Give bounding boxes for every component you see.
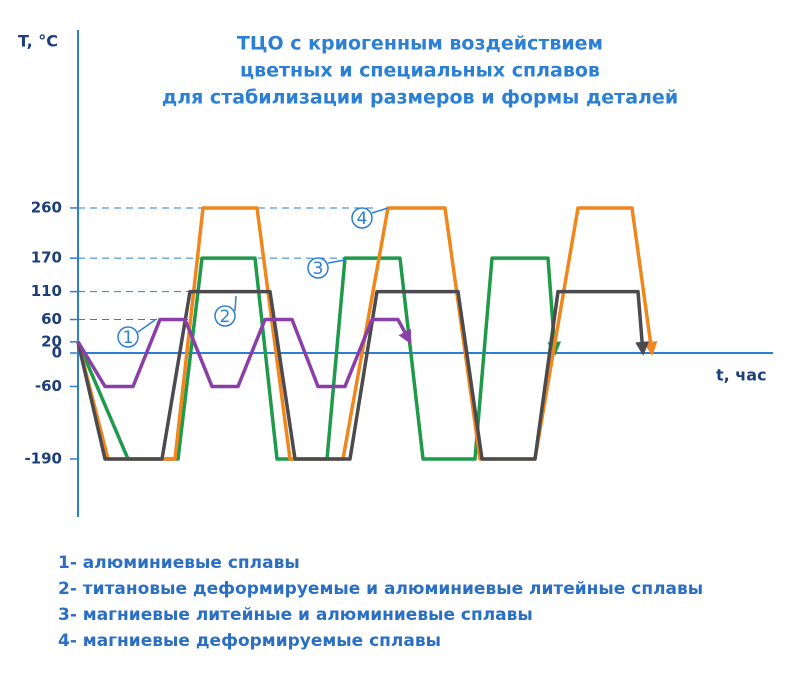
chart-title: ТЦО с криогенным воздействием цветных и с… [162, 33, 678, 109]
legend-entry: 4- магниевые деформируемые сплавы [58, 631, 441, 651]
legend-entry: 3- магниевые литейные и алюминиевые спла… [58, 605, 533, 625]
y-axis-label: T, °C [18, 32, 58, 51]
title-line: цветных и специальных сплавов [240, 60, 600, 82]
y-tick-label: 110 [31, 282, 62, 300]
y-tick-label: 260 [31, 198, 62, 216]
marker-label: 4 [357, 209, 368, 229]
marker-circle [307, 257, 329, 279]
marker-circle [117, 326, 139, 348]
marker-circle [351, 207, 373, 229]
marker-circle [214, 305, 236, 327]
series-line [76, 256, 562, 461]
y-tick-label: 170 [31, 249, 62, 267]
marker-label: 2 [220, 307, 231, 327]
marker-leader [234, 295, 237, 312]
marker-label: 1 [123, 328, 134, 348]
y-tick-label: 0 [52, 343, 62, 361]
legend-entry: 1- алюминиевые сплавы [58, 553, 300, 573]
y-tick-label: 60 [41, 310, 62, 328]
marker-leader [137, 319, 156, 333]
marker-label: 3 [313, 259, 324, 279]
y-tick-label: -190 [24, 449, 62, 467]
series-line [76, 317, 412, 389]
y-tick-label: 20 [41, 332, 62, 350]
title-line: ТЦО с криогенным воздействием [237, 33, 603, 55]
x-axis-label: t, час [716, 366, 767, 385]
marker-leader [327, 259, 346, 264]
marker-leader [371, 207, 389, 214]
title-line: для стабилизации размеров и формы детале… [162, 87, 678, 109]
legend-entry: 2- титановые деформируемые и алюминиевые… [58, 579, 703, 599]
series-line [76, 289, 650, 461]
y-tick-label: -60 [35, 377, 62, 395]
